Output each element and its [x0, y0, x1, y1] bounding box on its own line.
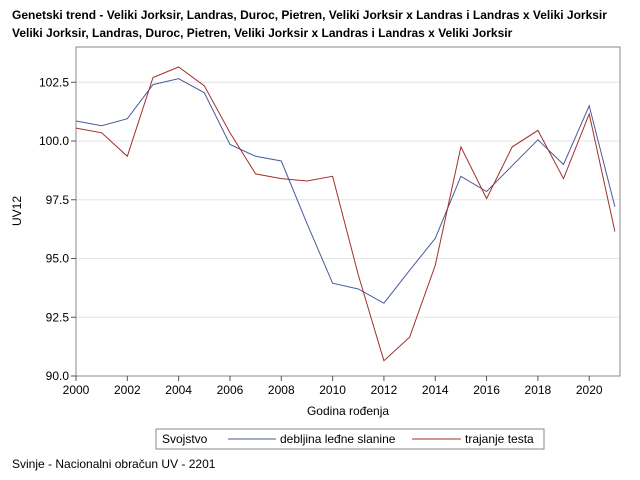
y-tick-label: 95.0 — [46, 252, 70, 266]
grid — [76, 81, 620, 377]
y-tick-label: 97.5 — [46, 193, 70, 207]
x-tick-label: 2000 — [63, 383, 90, 397]
axes: 90.0 92.5 95.0 97.5 100.0 102.5 2000 2002 2004 20… — [39, 75, 603, 397]
series — [75, 66, 616, 362]
x-tick-label: 2020 — [576, 383, 603, 397]
legend-title: Svojstvo — [162, 432, 208, 446]
y-tick-label: 100.0 — [39, 134, 69, 148]
legend-frame — [155, 428, 545, 450]
x-tick-label: 2018 — [525, 383, 552, 397]
legend-label-series-2: trajanje testa — [465, 432, 534, 446]
x-axis-label: Godina rođenja — [307, 404, 389, 418]
series-line-2 — [75, 66, 616, 362]
y-axis-label: UV12 — [10, 196, 24, 226]
chart-title-line-1: Genetski trend - Veliki Jorksir, Landras… — [12, 8, 607, 22]
y-tick-label: 90.0 — [46, 369, 70, 383]
x-tick-label: 2006 — [217, 383, 244, 397]
x-tick-label: 2002 — [114, 383, 141, 397]
x-tick-label: 2012 — [371, 383, 398, 397]
x-tick-label: 2010 — [319, 383, 346, 397]
y-tick-label: 102.5 — [39, 75, 69, 89]
x-tick-label: 2008 — [268, 383, 295, 397]
legend: Svojstvo debljina leđne slanine trajanje… — [155, 428, 545, 450]
y-tick-label: 92.5 — [46, 310, 70, 324]
x-tick-label: 2014 — [422, 383, 449, 397]
legend-label-series-1: debljina leđne slanine — [280, 432, 396, 446]
x-tick-label: 2016 — [473, 383, 500, 397]
footnote: Svinje - Nacionalni obračun UV - 2201 — [12, 457, 216, 471]
series-line-1 — [75, 78, 616, 304]
chart-title-line-2: Veliki Jorksir, Landras, Duroc, Pietren,… — [12, 26, 513, 40]
plot-area-frame — [75, 46, 621, 377]
x-tick-label: 2004 — [165, 383, 192, 397]
